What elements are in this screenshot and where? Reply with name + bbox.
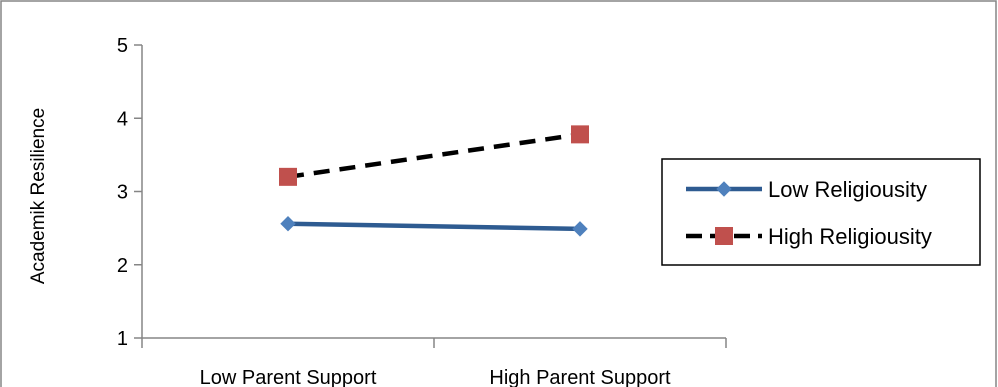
series-high-religiousity [279,125,589,186]
legend-item: High Religiousity [686,224,932,249]
y-tick-label: 5 [117,35,128,57]
diamond-marker [280,216,296,232]
x-tick-label: High Parent Support [489,367,671,387]
legend-item: Low Religiousity [686,177,927,202]
y-ticks: 1 2 3 4 5 [117,35,142,350]
y-tick-label: 2 [117,255,128,277]
y-tick-label: 3 [117,182,128,204]
square-marker [279,167,297,186]
series-line [287,221,581,232]
legend: Low Religiousity High Religiousity [661,158,981,266]
y-tick-label: 1 [117,328,128,350]
y-axis: 1 2 3 4 5 [117,35,143,350]
diamond-marker [572,221,588,237]
diamond-marker [716,181,732,197]
legend-box [661,158,981,266]
x-tick-label: Low Parent Support [200,367,377,387]
series-layer [279,125,589,237]
square-marker [715,227,733,245]
x-ticks: Low Parent Support High Parent Support [141,338,727,387]
y-axis-title: Academik Resilience [28,108,49,284]
x-axis: Low Parent Support High Parent Support [141,337,727,387]
legend-label: Low Religiousity [768,177,927,202]
legend-label: High Religiousity [768,224,932,249]
y-tick-label: 4 [117,108,128,130]
square-marker [571,125,589,144]
series-low-religiousity [280,216,588,237]
legend-items: Low Religiousity High Religiousity [686,177,932,249]
series-line [287,132,581,180]
